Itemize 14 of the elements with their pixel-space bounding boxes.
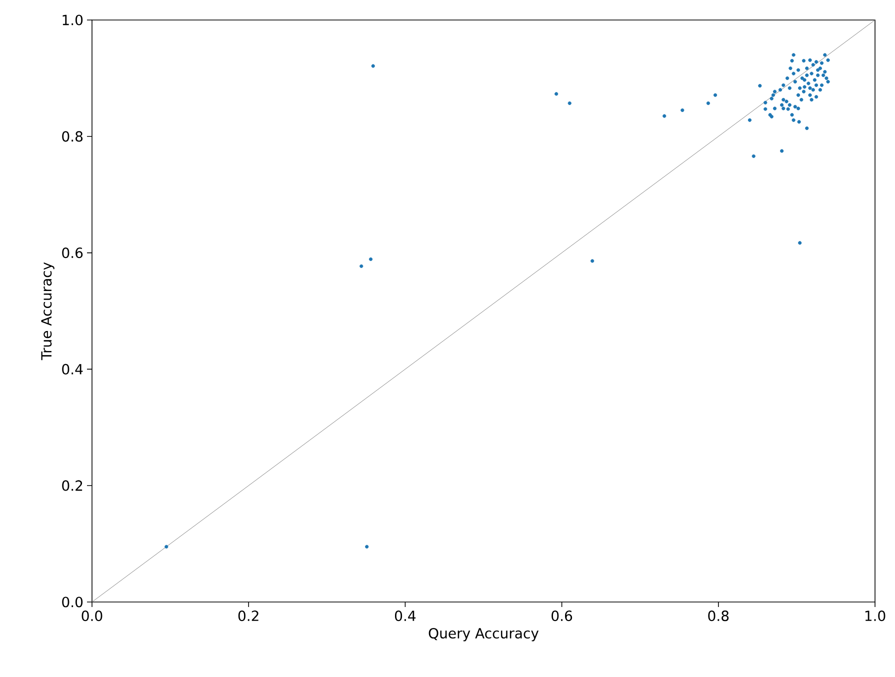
x-tick-label: 0.6 <box>552 610 572 622</box>
y-axis-title: True Accuracy <box>41 262 54 360</box>
y-tick-label: 0.8 <box>62 131 83 142</box>
y-tick-label: 0.0 <box>62 596 83 608</box>
y-tick-label: 0.2 <box>62 480 82 491</box>
y-tick-label: 0.6 <box>62 248 83 258</box>
y-tick-label: 1.0 <box>62 14 83 26</box>
x-tick-label: 0.0 <box>82 610 102 622</box>
y-tick-label: 0.4 <box>62 364 83 374</box>
x-tick-label: 0.4 <box>394 610 416 622</box>
x-tick-label: 0.8 <box>708 610 729 622</box>
x-tick-label: 1.0 <box>865 610 886 622</box>
x-tick-label: 0.2 <box>238 610 258 622</box>
x-axis-title: Query Accuracy <box>428 628 539 642</box>
